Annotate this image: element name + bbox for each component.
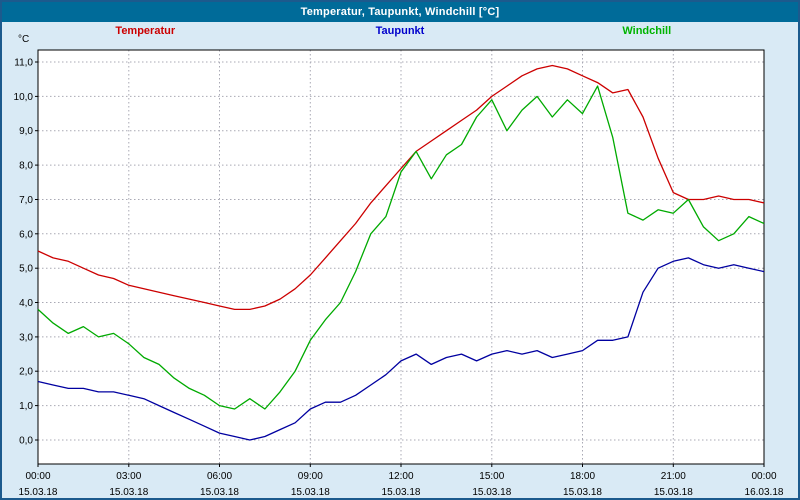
svg-text:12:00: 12:00	[388, 471, 413, 482]
svg-text:15.03.18: 15.03.18	[109, 487, 148, 498]
svg-text:16.03.18: 16.03.18	[745, 487, 784, 498]
svg-text:8,0: 8,0	[19, 161, 33, 172]
y-gridlines-and-labels: 0,0 1,0 2,0 3,0 4,0 5,0 6,0 7,0 8,0 9,0 10,0 11,0	[14, 58, 764, 447]
chart-canvas: 0,0 1,0 2,0 3,0 4,0 5,0 6,0 7,0 8,0 9,0 10,0 11,0 00…	[14, 49, 784, 498]
chart-legend: Temperatur Taupunkt Windchill	[2, 22, 798, 42]
svg-text:15.03.18: 15.03.18	[654, 487, 693, 498]
svg-text:21:00: 21:00	[661, 471, 686, 482]
y-axis-unit-label: °C	[18, 34, 30, 45]
svg-text:9,0: 9,0	[19, 126, 33, 137]
legend-item-temperatur: Temperatur	[115, 25, 176, 37]
svg-text:10,0: 10,0	[14, 92, 34, 103]
svg-text:09:00: 09:00	[298, 471, 323, 482]
svg-text:15.03.18: 15.03.18	[200, 487, 239, 498]
svg-text:1,0: 1,0	[19, 401, 33, 412]
svg-text:15:00: 15:00	[479, 471, 504, 482]
series-temperatur	[37, 64, 765, 311]
svg-text:18:00: 18:00	[570, 471, 595, 482]
plot-frame	[37, 49, 765, 465]
svg-text:15.03.18: 15.03.18	[472, 487, 511, 498]
titlebar: Temperatur, Taupunkt, Windchill [°C]	[2, 2, 798, 22]
svg-text:0,0: 0,0	[19, 436, 33, 447]
svg-text:6,0: 6,0	[19, 229, 33, 240]
svg-text:7,0: 7,0	[19, 195, 33, 206]
svg-text:4,0: 4,0	[19, 298, 33, 309]
svg-text:15.03.18: 15.03.18	[563, 487, 602, 498]
series-windchill	[37, 85, 765, 410]
svg-text:00:00: 00:00	[751, 471, 776, 482]
legend-item-taupunkt: Taupunkt	[375, 25, 425, 37]
svg-text:15.03.18: 15.03.18	[291, 487, 330, 498]
legend-item-windchill: Windchill	[622, 25, 672, 37]
svg-text:2,0: 2,0	[19, 367, 33, 378]
svg-text:15.03.18: 15.03.18	[382, 487, 421, 498]
window-title: Temperatur, Taupunkt, Windchill [°C]	[300, 6, 500, 18]
plot-background	[38, 50, 764, 464]
svg-text:03:00: 03:00	[116, 471, 141, 482]
svg-text:5,0: 5,0	[19, 264, 33, 275]
svg-text:06:00: 06:00	[207, 471, 232, 482]
series-taupunkt	[37, 257, 765, 441]
svg-text:15.03.18: 15.03.18	[19, 487, 58, 498]
svg-text:00:00: 00:00	[25, 471, 50, 482]
svg-text:11,0: 11,0	[14, 58, 33, 69]
svg-text:3,0: 3,0	[19, 332, 33, 343]
